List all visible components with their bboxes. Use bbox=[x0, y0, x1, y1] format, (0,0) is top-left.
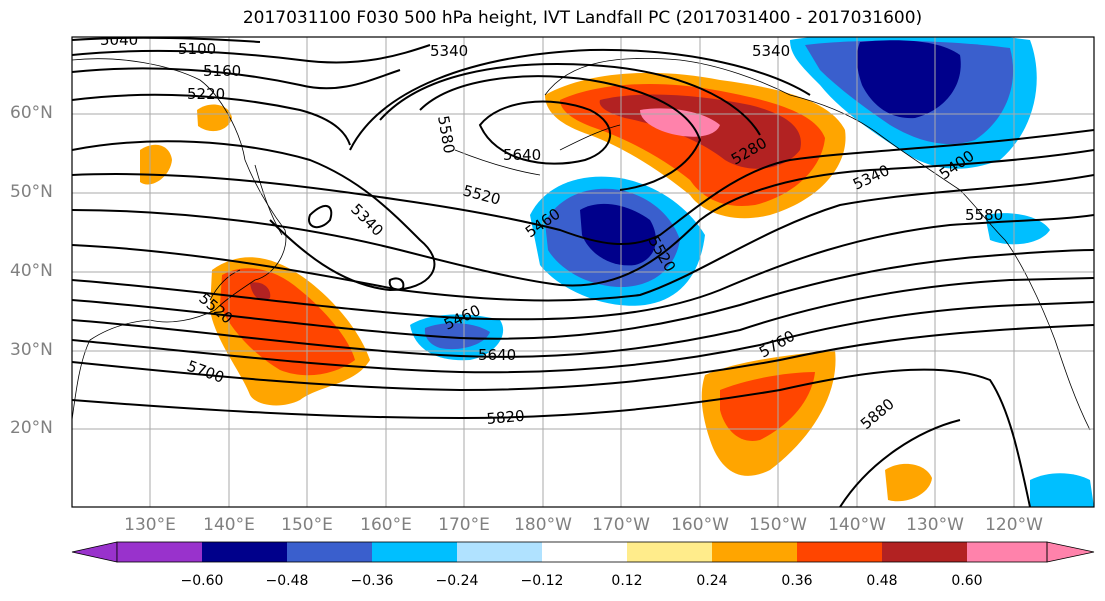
contour-label: 5640 bbox=[503, 146, 541, 164]
lon-label-130e: 130°E bbox=[124, 515, 176, 535]
map-title: 2017031100 F030 500 hPa height, IVT Land… bbox=[242, 8, 923, 28]
colorbar-tick: 0.48 bbox=[866, 573, 898, 589]
colorbar-segment bbox=[287, 542, 372, 562]
contour-line bbox=[72, 149, 1094, 287]
contour-line bbox=[72, 37, 261, 43]
lon-label-170e: 170°E bbox=[438, 515, 490, 535]
contour-label: 5340 bbox=[752, 42, 790, 60]
lon-label-160e: 160°E bbox=[360, 515, 412, 535]
lat-label-60n: 60°N bbox=[10, 103, 53, 123]
colorbar-segment bbox=[627, 542, 712, 562]
colorbar bbox=[71, 541, 1095, 563]
contour-label: 5340 bbox=[430, 42, 468, 60]
contour-line bbox=[388, 277, 405, 291]
coast-aleutians bbox=[454, 124, 621, 176]
contour-label: 5040 bbox=[100, 31, 138, 49]
contour-line bbox=[419, 75, 702, 191]
contour-label: 5160 bbox=[203, 62, 241, 80]
lon-label-140w: 140°W bbox=[828, 515, 886, 535]
contour-line bbox=[72, 214, 1094, 321]
colorbar-segment bbox=[797, 542, 882, 562]
contour-line bbox=[478, 100, 611, 165]
coastlines bbox=[72, 57, 1091, 431]
colorbar-segment bbox=[372, 542, 457, 562]
contour-line bbox=[72, 368, 1031, 507]
lon-label-130w: 130°W bbox=[906, 515, 964, 535]
contour-line bbox=[379, 63, 761, 136]
contour-label: 5580 bbox=[965, 206, 1003, 224]
colorbar-segment bbox=[202, 542, 287, 562]
shade-japan-dark bbox=[250, 282, 271, 301]
colorbar-segment bbox=[457, 542, 542, 562]
colorbar-frame bbox=[116, 541, 1048, 563]
colorbar-tick: −0.12 bbox=[520, 573, 564, 589]
lon-label-170w: 170°W bbox=[592, 515, 650, 535]
shade-cpac-neg-2 bbox=[424, 323, 490, 350]
colorbar-segment bbox=[542, 542, 627, 562]
colorbar-extend-min bbox=[71, 541, 118, 563]
colorbar-tick: 0.60 bbox=[951, 573, 983, 589]
colorbar-tick: −0.36 bbox=[350, 573, 394, 589]
colorbar-tick: −0.48 bbox=[265, 573, 309, 589]
coast-na-west bbox=[959, 189, 1091, 431]
lat-label-30n: 30°N bbox=[10, 340, 53, 360]
colorbar-segment bbox=[117, 542, 202, 562]
shade-goa-neg-core bbox=[580, 203, 656, 266]
colorbar-segment bbox=[882, 542, 967, 562]
shade-east-neg bbox=[1030, 473, 1094, 507]
contour-label: 5220 bbox=[187, 85, 225, 103]
lon-label-180w: 180°W bbox=[514, 515, 572, 535]
contour-line bbox=[72, 129, 1094, 245]
lat-label-20n: 20°N bbox=[10, 418, 53, 438]
colorbar-segment bbox=[967, 542, 1047, 562]
coast-alaska bbox=[544, 57, 961, 191]
contour-line bbox=[72, 324, 1094, 392]
contour-line bbox=[72, 174, 1094, 302]
lon-label-160w: 160°W bbox=[671, 515, 729, 535]
colorbar-tick: −0.60 bbox=[180, 573, 224, 589]
contour-line bbox=[72, 249, 1094, 340]
contour-line bbox=[72, 140, 436, 292]
contour-label: 5640 bbox=[478, 346, 516, 364]
map-frame bbox=[71, 36, 1095, 508]
contour-line bbox=[72, 93, 351, 146]
lon-label-150w: 150°W bbox=[749, 515, 807, 535]
colorbar-tick: −0.24 bbox=[435, 573, 479, 589]
contour-line bbox=[72, 277, 1094, 358]
lon-label-150e: 150°E bbox=[281, 515, 333, 535]
contour-label: 5820 bbox=[486, 407, 526, 428]
shade-east-pos bbox=[885, 463, 932, 502]
contour-line bbox=[72, 44, 431, 64]
contour-line bbox=[349, 48, 811, 151]
contour-line bbox=[72, 301, 1094, 374]
colorbar-tick: 0.36 bbox=[781, 573, 813, 589]
colorbar-tick: 0.12 bbox=[611, 573, 643, 589]
lat-label-40n: 40°N bbox=[10, 261, 53, 281]
lat-label-50n: 50°N bbox=[10, 182, 53, 202]
coast-asia bbox=[72, 58, 287, 421]
height-contours bbox=[72, 37, 1094, 507]
lon-label-140e: 140°E bbox=[203, 515, 255, 535]
colorbar-tick: 0.24 bbox=[696, 573, 728, 589]
colorbar-segment bbox=[712, 542, 797, 562]
contour-line bbox=[72, 67, 401, 90]
contour-label: 5100 bbox=[178, 40, 216, 58]
contour-line bbox=[308, 205, 333, 229]
shade-okhotsk-2 bbox=[197, 104, 232, 132]
contour-line bbox=[839, 419, 961, 507]
lon-label-120w: 120°W bbox=[985, 515, 1043, 535]
shade-hawaii-mid bbox=[720, 372, 815, 441]
colorbar-extend-max bbox=[1046, 541, 1095, 563]
